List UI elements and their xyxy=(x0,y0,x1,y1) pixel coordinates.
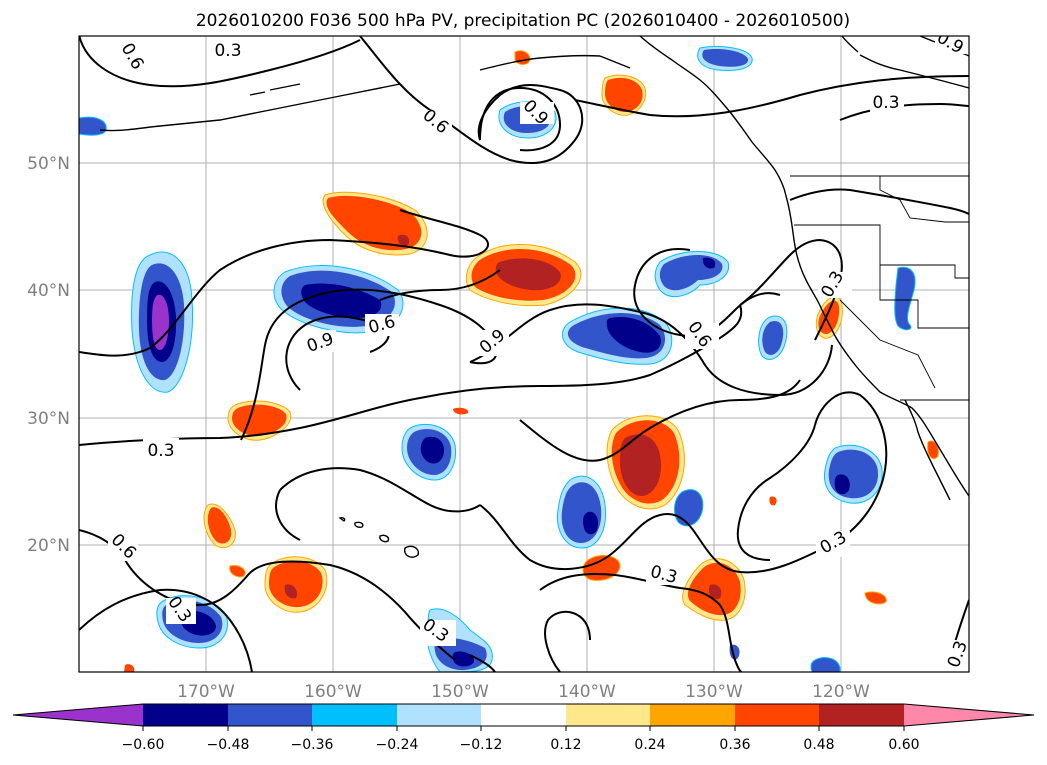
negative-anomaly xyxy=(823,444,883,504)
colorbar-bin xyxy=(566,704,650,726)
lon-label-120w: 120°W xyxy=(812,682,870,702)
negative-anomaly xyxy=(556,475,607,549)
lon-label-130w: 130°W xyxy=(685,682,743,702)
contour-labels: 0.3 0.6 0.3 0.6 0.9 0.9 0.3 0.9 0.6 0.9 … xyxy=(107,36,969,670)
positive-anomaly xyxy=(203,503,236,549)
lon-label-150w: 150°W xyxy=(431,682,489,702)
colorbar-tick-label: −0.48 xyxy=(207,737,250,753)
negative-anomaly xyxy=(674,489,704,527)
colorbar-bin xyxy=(397,704,481,726)
positive-anomaly xyxy=(322,191,428,256)
negative-anomaly xyxy=(401,423,457,481)
map-title: 2026010200 F036 500 hPa PV, precipitatio… xyxy=(196,11,850,31)
colorbar-bin xyxy=(819,704,904,726)
coastlines xyxy=(99,36,969,558)
colorbar-tick-label: 0.24 xyxy=(634,737,665,753)
positive-anomaly xyxy=(815,296,843,339)
lat-label-20n: 20°N xyxy=(27,536,70,556)
colorbar-tick-label: −0.24 xyxy=(376,737,419,753)
lat-label-50n: 50°N xyxy=(27,154,70,174)
colorbar: −0.60 −0.48 −0.36 −0.24 −0.12 0.12 0.24 … xyxy=(12,703,1035,753)
colorbar-tick-label: 0.60 xyxy=(888,737,919,753)
pv-contours xyxy=(79,36,969,672)
colorbar-bin xyxy=(312,704,397,726)
positive-anomaly xyxy=(601,74,647,116)
lat-label-40n: 40°N xyxy=(27,281,70,301)
precip-anomalies xyxy=(79,45,939,672)
negative-anomaly xyxy=(758,315,788,360)
negative-anomaly xyxy=(729,644,841,672)
longitude-labels: 170°W 160°W 150°W 140°W 130°W 120°W xyxy=(177,682,870,702)
colorbar-tick-label: −0.36 xyxy=(291,737,334,753)
colorbar-tick-label: 0.36 xyxy=(719,737,750,753)
negative-anomaly xyxy=(654,251,730,298)
colorbar-bin xyxy=(481,704,566,726)
borders xyxy=(790,175,969,401)
positive-anomaly xyxy=(682,558,746,621)
colorbar-bin xyxy=(143,704,228,726)
latitude-labels: 50°N 40°N 30°N 20°N xyxy=(27,154,70,556)
colorbar-bin xyxy=(650,704,735,726)
colorbar-extend-low xyxy=(13,704,143,726)
positive-anomaly xyxy=(264,556,328,613)
contour-label: 0.3 xyxy=(872,93,899,113)
colorbar-bin xyxy=(735,704,819,726)
positive-anomaly xyxy=(465,244,582,307)
positive-anomaly xyxy=(229,565,246,578)
colorbar-tick-label: 0.12 xyxy=(550,737,581,753)
negative-anomaly xyxy=(894,266,916,331)
colorbar-extend-high xyxy=(904,704,1034,726)
positive-anomaly xyxy=(606,415,685,510)
negative-anomaly xyxy=(697,45,753,71)
negative-anomaly xyxy=(131,251,194,393)
colorbar-tick-label: −0.60 xyxy=(122,737,165,753)
positive-anomaly xyxy=(227,400,292,441)
map-area: 0.3 0.6 0.3 0.6 0.9 0.9 0.3 0.9 0.6 0.9 … xyxy=(79,36,969,672)
colorbar-tick-label: −0.12 xyxy=(460,737,503,753)
contour-label: 0.3 xyxy=(147,441,174,461)
contour-label: 0.3 xyxy=(214,41,241,61)
map-border xyxy=(78,35,970,673)
lon-label-160w: 160°W xyxy=(304,682,362,702)
negative-anomaly xyxy=(562,307,673,365)
colorbar-ticks xyxy=(142,726,905,731)
lon-label-140w: 140°W xyxy=(558,682,616,702)
colorbar-tick-label: 0.48 xyxy=(803,737,834,753)
colorbar-bin xyxy=(228,704,312,726)
lat-label-30n: 30°N xyxy=(27,409,70,429)
positive-anomaly xyxy=(124,407,939,672)
lon-label-170w: 170°W xyxy=(177,682,235,702)
